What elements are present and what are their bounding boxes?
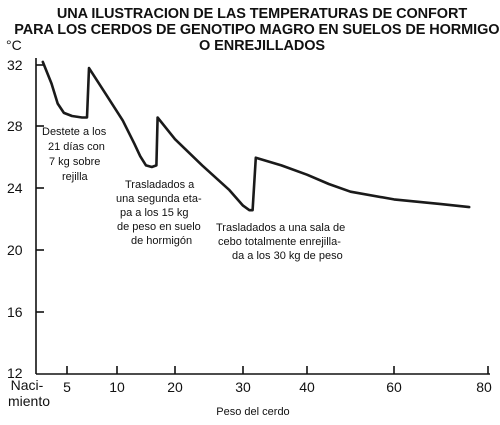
annotation-fattening-room-line: da a los 30 kg de peso [232,250,343,262]
chart-title-line-3: O ENREJILLADOS [199,38,325,54]
x-tick-label: 80 [476,379,492,395]
y-axis-unit: °C [6,37,22,53]
annotation-weaning: Destete a los 21 días con 7 kg sobre rej… [42,126,107,183]
annotation-second-stage-line: de peso en suelo [117,221,201,233]
y-tick-label: 20 [7,242,23,258]
annotation-second-stage-line: una segunda eta- [116,193,202,205]
x-axis-label: Peso del cerdo [216,406,289,418]
x-axis-tick-labels: Naci- miento 5 10 20 30 40 60 80 [8,377,492,409]
x-tick-label: 20 [167,379,183,395]
annotation-second-stage-line: Trasladados a [125,179,195,191]
y-axis-ticks [36,64,44,313]
x-tick-label: 30 [235,379,251,395]
x-tick-label: 60 [386,379,402,395]
annotation-weaning-line: 21 días con [48,141,105,153]
comfort-temperature-series-line [41,60,471,212]
y-tick-label: 32 [7,57,23,73]
annotation-weaning-line: 7 kg sobre [49,156,100,168]
annotation-weaning-line: rejilla [62,171,89,183]
x-tick-label: 5 [63,379,71,395]
x-tick-label: 40 [299,379,315,395]
x-tick-label-birth-line1: Naci- [11,377,44,393]
annotation-fattening-room-line: Trasladados a una sala de [216,222,345,234]
y-tick-label: 12 [7,365,23,381]
x-tick-label-birth-line2: miento [8,393,50,409]
chart-title-line-2: PARA LOS CERDOS DE GENOTIPO MAGRO EN SUE… [14,22,500,38]
annotation-second-stage: Trasladados a una segunda eta- pa a los … [116,179,202,247]
y-tick-label: 24 [7,180,23,196]
annotation-weaning-line: Destete a los [42,126,107,138]
annotation-second-stage-line: de hormigón [131,235,192,247]
annotation-second-stage-line: pa a los 15 kg [120,207,189,219]
x-axis-ticks [66,366,489,374]
x-tick-label: 10 [109,379,125,395]
y-tick-label: 16 [7,304,23,320]
y-tick-label: 28 [7,118,23,134]
y-axis-tick-labels: 32 28 24 20 16 12 [7,57,23,381]
annotation-fattening-room-line: cebo totalmente enrejilla- [218,236,341,248]
chart-title-line-1: UNA ILUSTRACION DE LAS TEMPERATURAS DE C… [57,6,468,22]
annotation-fattening-room: Trasladados a una sala de cebo totalment… [216,222,345,262]
